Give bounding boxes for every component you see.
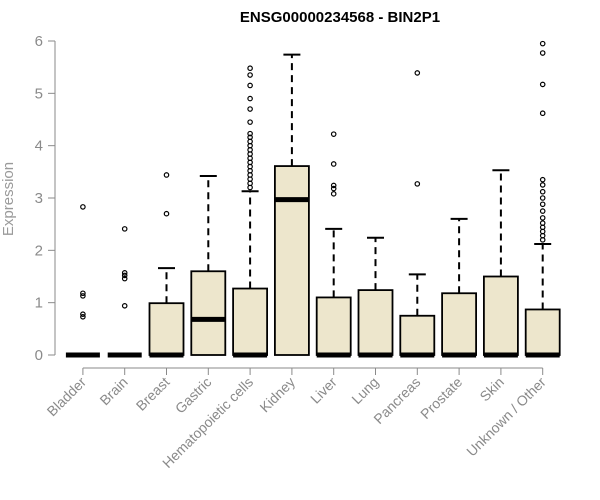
x-tick-label: Skin [476, 374, 507, 405]
box-body [315, 296, 352, 356]
x-tick-label: Kidney [256, 374, 298, 416]
x-tick-label: Brain [96, 374, 130, 408]
outlier-point [247, 72, 253, 78]
outlier-point [330, 191, 337, 197]
outlier-point [247, 95, 253, 102]
outlier-point [330, 161, 337, 167]
outlier-point [539, 195, 546, 201]
outlier-point [121, 272, 128, 279]
outlier-point [539, 201, 546, 208]
x-tick-label: Unknown / Other [463, 374, 549, 460]
outlier-point [539, 215, 546, 221]
outlier-point [247, 130, 253, 137]
x-tick-label: Lung [348, 374, 381, 407]
box-group [107, 226, 142, 358]
outlier-point [330, 182, 337, 189]
box-body [357, 289, 394, 356]
box-body [273, 165, 310, 356]
y-tick-label: 5 [35, 85, 43, 102]
outlier-point [80, 311, 86, 317]
box-group [482, 169, 519, 358]
boxes-layer [65, 40, 561, 358]
y-tick-label: 1 [35, 295, 43, 312]
outlier-point [539, 40, 546, 47]
outlier-point [330, 185, 337, 192]
outlier-point [247, 134, 253, 141]
box-body [148, 302, 185, 356]
box-group [148, 172, 185, 358]
outlier-point [163, 210, 170, 217]
outlier-point [80, 293, 86, 299]
x-tick-label: Breast [133, 374, 173, 414]
y-axis: 0 1 2 3 4 5 6 [35, 33, 56, 364]
x-tick-label: Bladder [44, 374, 90, 420]
outlier-point [539, 81, 546, 88]
outlier-point [247, 82, 253, 89]
outlier-point [539, 176, 546, 183]
outlier-point [163, 172, 170, 178]
box-body [441, 292, 478, 356]
outlier-point [539, 188, 546, 195]
outlier-point [539, 220, 546, 226]
x-tick-label: Prostate [417, 374, 465, 422]
x-tick-label: Liver [307, 374, 340, 407]
outlier-point [121, 270, 128, 276]
outlier-point [539, 208, 546, 214]
outlier-point [539, 50, 546, 56]
box-body [232, 287, 269, 356]
box-body [524, 308, 561, 356]
outlier-point [247, 106, 253, 112]
outlier-point [247, 119, 253, 125]
outlier-point [330, 131, 337, 137]
box-group [65, 204, 100, 358]
box-group [190, 175, 227, 356]
box-group [524, 40, 561, 358]
outlier-point [80, 290, 86, 297]
y-tick-label: 6 [35, 33, 43, 50]
y-tick-label: 3 [35, 190, 43, 207]
outlier-point [80, 313, 86, 320]
outlier-point [247, 65, 253, 72]
box-group [441, 217, 478, 358]
box-group [399, 70, 436, 358]
box-group [232, 65, 269, 358]
box-body [190, 270, 227, 356]
outlier-point [121, 226, 128, 232]
y-tick-label: 0 [35, 347, 43, 364]
y-tick-label: 4 [35, 138, 43, 155]
box-body [399, 314, 436, 356]
outlier-point [121, 275, 128, 282]
outlier-point [539, 182, 546, 188]
outlier-point [121, 303, 128, 309]
box-group [357, 236, 394, 358]
box-group [273, 53, 310, 356]
y-axis-label: Expression [0, 162, 17, 236]
chart-title: ENSG00000234568 - BIN2P1 [240, 9, 440, 26]
y-tick-label: 2 [35, 242, 43, 259]
outlier-point [414, 70, 421, 76]
outlier-point [539, 110, 546, 117]
box-group [315, 131, 352, 358]
outlier-point [414, 181, 421, 187]
outlier-point [80, 204, 86, 210]
box-body [482, 275, 519, 356]
